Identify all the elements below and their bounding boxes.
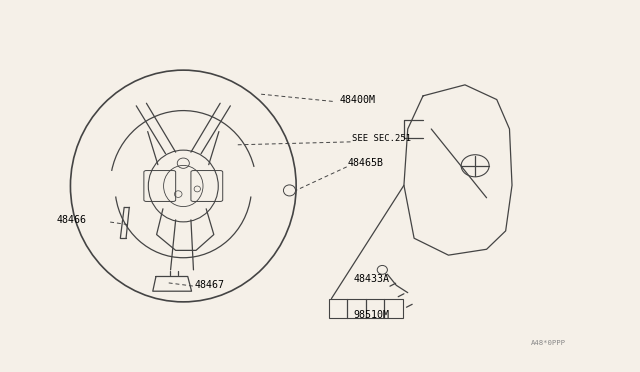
Bar (329, 299, 403, 318)
Text: SEE SEC.251: SEE SEC.251 (352, 134, 411, 144)
Text: 48433A: 48433A (353, 274, 389, 284)
Text: 48467: 48467 (194, 280, 224, 289)
Text: A48*0PPP: A48*0PPP (531, 340, 566, 346)
Text: 48466: 48466 (57, 215, 87, 225)
Text: 48400M: 48400M (339, 94, 375, 105)
Text: 98510M: 98510M (354, 311, 390, 320)
Text: 48465B: 48465B (348, 158, 383, 168)
